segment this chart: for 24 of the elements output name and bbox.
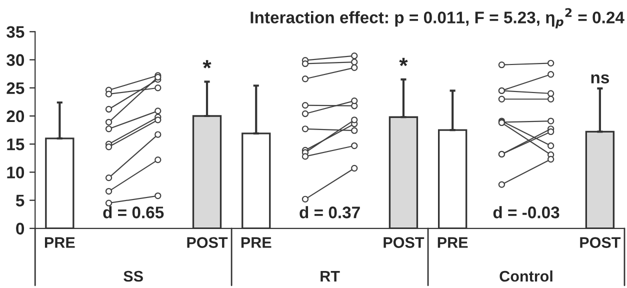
y-tick-label: 30 (6, 54, 24, 66)
x-tick-label: PRE (438, 237, 468, 248)
x-tick-label: POST (384, 237, 424, 248)
text: SS (124, 270, 143, 282)
x-tick-label: PRE (241, 237, 272, 248)
x-tick-label: POST (580, 237, 621, 248)
x-tick-label: PRE (44, 237, 75, 248)
y-tick-label: 35 (6, 26, 24, 38)
x-tick-label: POST (187, 237, 228, 248)
text: Control (500, 270, 552, 282)
annotation: d = 0.65 (103, 206, 164, 218)
chart-title: Interaction effect: p = 0.011, F = 5.23, η$_{p}$$^{2}$ = 0.24 (250, 8, 624, 28)
y-tick-label: 20 (6, 110, 24, 122)
annotation: * (202, 60, 212, 68)
annotation: d = -0.03 (493, 206, 560, 218)
y-tick-label: 5 (16, 194, 24, 206)
y-tick-label: 15 (7, 138, 24, 150)
annotation: d = 0.37 (300, 206, 360, 218)
y-tick-label: 25 (6, 82, 24, 94)
y-tick-label: 0 (16, 222, 24, 235)
y-tick-label: 10 (7, 166, 24, 178)
annotation: ns (591, 74, 609, 84)
annotation: * (399, 58, 408, 66)
text: RT (320, 271, 340, 282)
